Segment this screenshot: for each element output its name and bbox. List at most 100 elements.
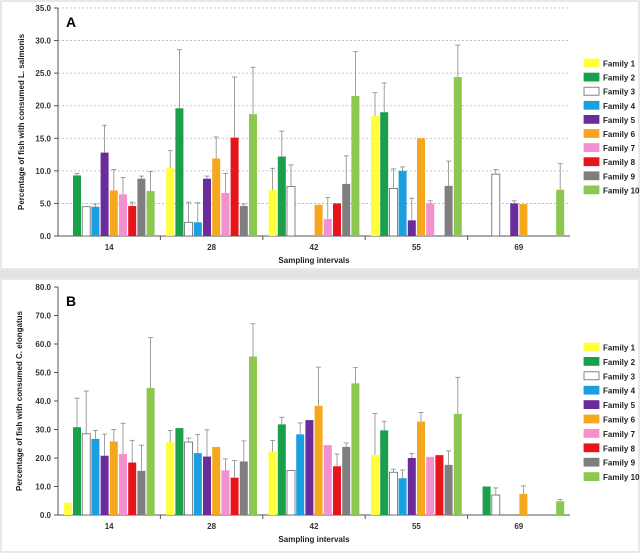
- chart-a-bar-6-42: [314, 204, 323, 236]
- chart-a-bar-8-42: [333, 203, 341, 236]
- chart-b-bar-3-55: [388, 471, 398, 516]
- chart-a-y-tick-label: 25.0: [35, 69, 51, 78]
- chart-b-legend-label-1: Family 1: [603, 344, 636, 353]
- chart-b-legend-swatch-3: [583, 371, 600, 381]
- chart-b-legend-label-6: Family 6: [603, 416, 636, 425]
- chart-a-bar-3-28: [184, 221, 194, 237]
- chart-b-legend-swatch-8: [583, 443, 600, 453]
- chart-b-bar-4-42: [296, 434, 305, 515]
- chart-b-legend-label-2: Family 2: [603, 358, 636, 367]
- chart-a-bar-3-55: [388, 188, 398, 237]
- chart-a-bar-3-42: [286, 186, 296, 237]
- chart-b-y-tick-label: 20.0: [35, 454, 51, 463]
- chart-b-bar-2-14: [73, 427, 81, 515]
- chart-a-bar-9-55: [444, 185, 453, 236]
- chart-b-bar-6-69: [519, 493, 528, 515]
- chart-a-bar-7-14: [119, 194, 127, 236]
- chart-b-bar-2-55: [380, 430, 389, 515]
- chart-b-legend-swatch-4: [583, 385, 600, 395]
- chart-a-bar-5-55: [407, 220, 416, 236]
- chart-a-bar-3-69: [491, 173, 501, 237]
- chart-b-bar-1-14: [63, 502, 72, 515]
- chart-a-legend-label-4: Family 4: [603, 102, 636, 111]
- chart-a-bar-4-55: [398, 170, 407, 236]
- chart-a-legend-swatch-1: [583, 58, 600, 68]
- chart-b-bar-8-28: [230, 477, 239, 515]
- chart-b-bar-9-28: [239, 461, 248, 515]
- chart-a-x-tick-label: 55: [412, 243, 421, 252]
- chart-b-bar-4-28: [193, 453, 202, 515]
- chart-a-legend-label-1: Family 1: [603, 60, 636, 69]
- chart-a-bar-6-55: [417, 138, 425, 236]
- chart-b-x-tick-label: 55: [412, 522, 421, 531]
- chart-b-bar-3-69: [491, 494, 501, 516]
- chart-a-y-tick-label: 30.0: [35, 37, 51, 46]
- chart-b-legend-label-9: Family 9: [603, 459, 636, 468]
- chart-b-x-tick-label: 14: [105, 522, 114, 531]
- chart-panel-a: 0.0 5.0 10.0 15.0 20.0 25.0 30.0 35.0 14 28 42 55 69…: [0, 0, 640, 270]
- chart-b-bar-1-28: [166, 442, 175, 515]
- chart-b-bar-2-28: [175, 428, 184, 515]
- chart-a-bar-10-42: [351, 95, 360, 236]
- chart-b-bar-8-42: [333, 466, 341, 515]
- chart-a-bar-2-42: [277, 156, 286, 236]
- chart-a-legend-swatch-10: [583, 185, 600, 195]
- chart-b-bar-7-55: [426, 456, 435, 515]
- chart-a-bar-4-14: [91, 206, 100, 236]
- chart-a-bar-6-28: [212, 158, 221, 236]
- chart-a-bar-5-69: [510, 203, 519, 236]
- chart-b-outer-border: [0, 278, 640, 553]
- chart-b-bar-10-55: [453, 413, 462, 515]
- chart-a-svg: 0.0 5.0 10.0 15.0 20.0 25.0 30.0 35.0 14 28 42 55 69…: [0, 0, 640, 270]
- chart-b-bar-5-42: [305, 420, 314, 515]
- chart-a-bar-10-55: [453, 77, 462, 237]
- chart-a-y-axis-label: Percentage of fish with consumed L. salm…: [17, 33, 26, 210]
- panel-separator: [0, 270, 640, 278]
- chart-a-legend-label-8: Family 8: [603, 158, 636, 167]
- chart-a-bar-6-14: [109, 190, 118, 236]
- chart-b-legend-swatch-6: [583, 414, 600, 424]
- chart-a-legend-swatch-6: [583, 129, 600, 138]
- chart-a-legend-label-5: Family 5: [603, 116, 636, 125]
- chart-b-bar-1-42: [268, 451, 277, 515]
- chart-a-legend-label-6: Family 6: [603, 130, 636, 139]
- chart-b-bar-4-55: [398, 478, 407, 515]
- chart-b-y-tick-label: 50.0: [35, 369, 51, 378]
- chart-a-y-tick-label: 10.0: [35, 167, 51, 176]
- chart-b-bar-8-55: [435, 455, 444, 515]
- chart-a-bar-1-55: [371, 116, 379, 236]
- chart-b-legend-swatch-2: [583, 357, 600, 366]
- chart-b-legend-swatch-1: [583, 342, 600, 352]
- chart-a-x-tick-label: 42: [310, 243, 319, 252]
- chart-a-y-tick-label: 35.0: [35, 4, 51, 13]
- chart-a-legend-label-9: Family 9: [603, 172, 636, 181]
- chart-a-x-tick-label: 14: [105, 243, 114, 252]
- chart-a-y-tick-label: 5.0: [40, 199, 52, 208]
- chart-b-bar-7-28: [221, 470, 230, 515]
- chart-b-legend-swatch-9: [583, 457, 600, 467]
- chart-b-x-tick-label: 42: [310, 522, 319, 531]
- chart-b-legend-swatch-7: [583, 428, 600, 438]
- chart-b-bar-6-14: [109, 441, 118, 515]
- chart-a-legend-label-3: Family 3: [603, 88, 636, 97]
- chart-a-legend-label-10: Family 10: [603, 186, 640, 195]
- chart-b-legend-label-10: Family 10: [603, 473, 640, 482]
- chart-a-bar-6-69: [519, 204, 528, 236]
- chart-b-bar-6-42: [314, 405, 323, 515]
- chart-b-legend-swatch-5: [583, 400, 600, 409]
- chart-b-bar-10-42: [351, 383, 360, 515]
- chart-b-bar-3-28: [184, 441, 194, 516]
- chart-b-y-tick-label: 80.0: [35, 283, 51, 292]
- chart-b-y-tick-label: 40.0: [35, 397, 51, 406]
- chart-a-bar-5-28: [203, 178, 211, 236]
- chart-a-bar-2-14: [73, 175, 81, 236]
- chart-a-bar-7-55: [426, 203, 435, 236]
- chart-a-bar-8-28: [230, 137, 239, 236]
- chart-b-y-tick-label: 10.0: [35, 483, 51, 492]
- chart-a-legend-swatch-7: [583, 143, 600, 153]
- chart-a-outer-border: [0, 0, 640, 270]
- chart-b-bar-9-55: [444, 464, 453, 515]
- chart-a-x-tick-label: 69: [514, 243, 523, 252]
- chart-panel-b: 0.0 10.0 20.0 30.0 40.0 50.0 60.0 70.0 80.0 14 28 4…: [0, 278, 640, 553]
- chart-b-bar-9-14: [137, 470, 146, 515]
